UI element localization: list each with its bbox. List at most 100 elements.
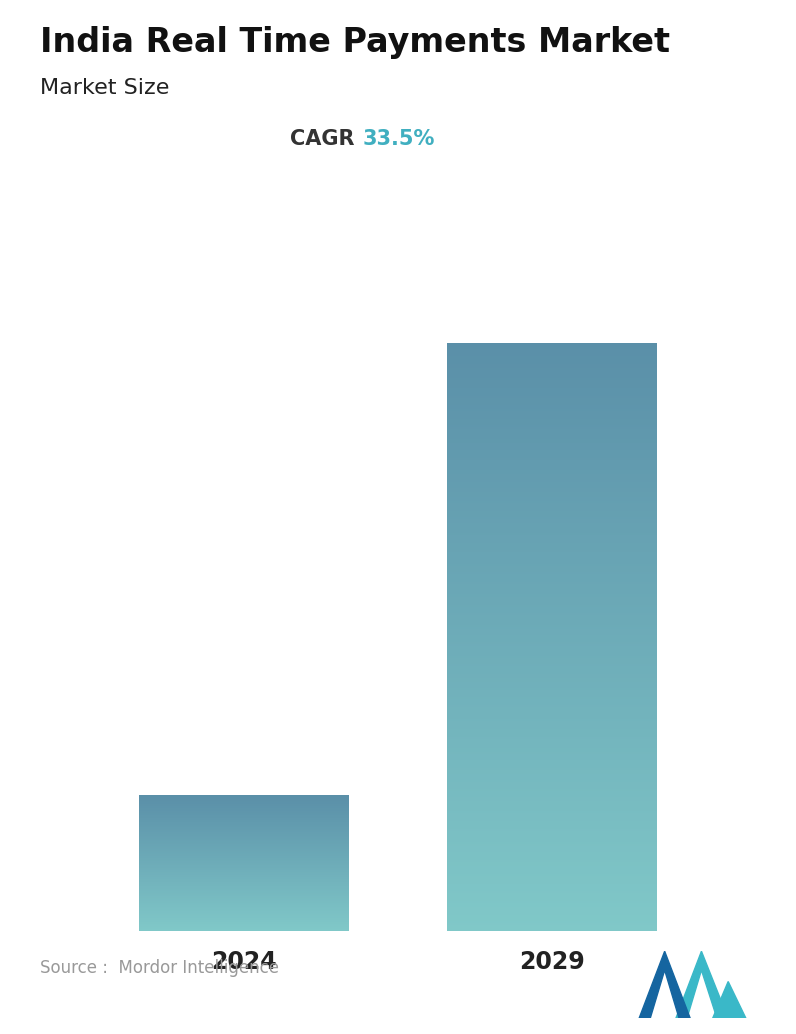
Bar [447,594,657,596]
Bar [447,662,657,664]
Bar [447,585,657,587]
Bar [447,511,657,513]
Bar [447,854,657,856]
Bar [447,379,657,382]
Bar [447,811,657,813]
Bar [447,659,657,660]
Bar [447,468,657,470]
Bar [447,679,657,681]
Bar [447,900,657,902]
Bar [447,342,657,344]
Bar [447,598,657,600]
Bar [447,372,657,374]
Bar [447,368,657,370]
Bar [447,409,657,412]
Bar [447,905,657,907]
Bar [447,377,657,379]
Bar [447,868,657,870]
Bar [447,622,657,625]
Bar [447,364,657,366]
Bar [447,717,657,719]
Bar [447,515,657,517]
Bar [447,652,657,655]
Bar [447,603,657,605]
Bar [447,907,657,909]
Bar [447,554,657,556]
Bar [447,541,657,543]
Bar [447,501,657,504]
Bar [447,711,657,713]
Bar [447,509,657,511]
Bar [447,852,657,854]
Bar [447,637,657,639]
Bar [447,589,657,591]
Bar [447,582,657,584]
Bar [447,543,657,545]
Bar [447,640,657,642]
Bar [447,392,657,394]
Bar [447,433,657,434]
Bar [447,913,657,915]
Bar [447,650,657,652]
Bar [447,751,657,753]
Bar [447,703,657,705]
Bar [447,738,657,740]
Bar [447,713,657,716]
Bar [447,436,657,438]
Bar [447,764,657,766]
Bar [447,898,657,900]
Bar [447,882,657,884]
Bar [447,926,657,929]
Bar [447,815,657,817]
Text: 33.5%: 33.5% [362,129,435,149]
Bar [447,513,657,515]
Bar [447,699,657,701]
Bar [447,672,657,674]
Bar [447,611,657,613]
Bar [447,499,657,501]
Bar [447,464,657,466]
Bar [447,631,657,633]
Bar [447,443,657,445]
Bar [447,482,657,484]
Bar [447,565,657,566]
Bar [447,664,657,666]
Bar [447,681,657,683]
Bar [447,366,657,368]
Bar [447,353,657,355]
Bar [447,558,657,560]
Bar [447,760,657,762]
Bar [447,734,657,736]
Bar [447,870,657,872]
Bar [447,893,657,895]
Bar [447,808,657,809]
Bar [447,427,657,429]
Bar [447,493,657,495]
Bar [447,823,657,825]
Bar [447,490,657,491]
Bar [447,405,657,407]
Bar [447,584,657,585]
Bar [447,686,657,688]
Bar [447,895,657,898]
Bar [447,690,657,692]
Bar [447,495,657,497]
Bar [447,362,657,364]
Bar [447,795,657,797]
Text: CAGR: CAGR [291,129,362,149]
Bar [447,670,657,672]
Bar [447,742,657,744]
Bar [447,797,657,799]
Bar [447,819,657,821]
Bar [447,758,657,760]
Bar [447,666,657,668]
Bar [447,497,657,499]
Bar [447,817,657,819]
Bar [447,484,657,486]
Bar [447,740,657,742]
Bar [447,421,657,423]
Bar [447,429,657,431]
Bar [447,841,657,843]
Bar [447,753,657,754]
Bar [447,832,657,834]
